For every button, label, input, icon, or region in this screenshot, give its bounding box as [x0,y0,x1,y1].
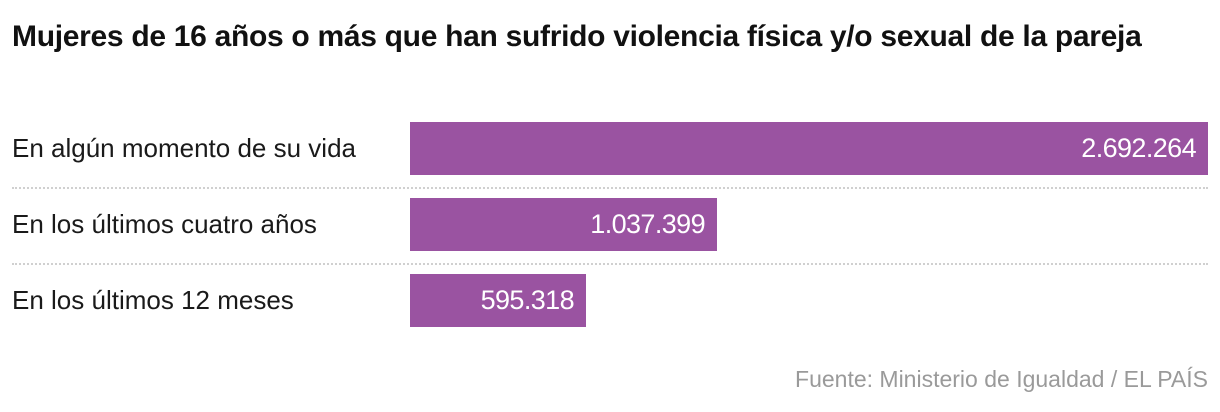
row-label: En los últimos 12 meses [12,285,294,315]
row-label: En los últimos cuatro años [12,209,317,239]
bar-value-label: 2.692.264 [1081,133,1196,163]
bar: 2.692.264 [410,122,1208,175]
source-note: Fuente: Ministerio de Igualdad / EL PAÍS [795,366,1208,392]
row-label: En algún momento de su vida [12,133,356,163]
bar-row: En los últimos 12 meses 595.318 [0,274,1220,327]
row-separator [12,263,1208,265]
bar: 595.318 [410,274,586,327]
bar-row: En los últimos cuatro años 1.037.399 [0,198,1220,251]
bar-value-label: 1.037.399 [590,209,705,239]
bar-value-label: 595.318 [480,285,575,315]
bar-row: En algún momento de su vida 2.692.264 [0,122,1220,175]
row-separator [12,187,1208,189]
chart-title: Mujeres de 16 años o más que han sufrido… [12,20,1142,53]
bar: 1.037.399 [410,198,717,251]
